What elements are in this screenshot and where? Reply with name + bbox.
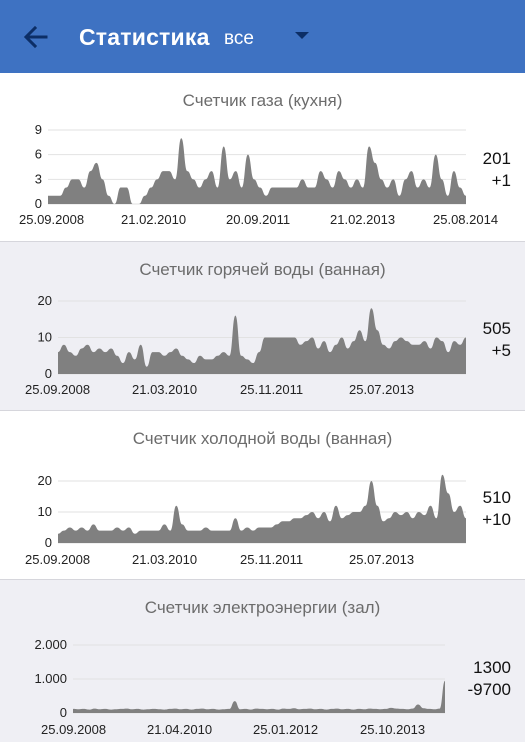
x-tick-label: 25.01.2012	[253, 722, 318, 737]
area-series	[58, 308, 466, 374]
x-tick-label: 25.07.2013	[349, 382, 414, 397]
y-tick-label: 0	[45, 366, 52, 381]
x-tick-label: 25.09.2008	[19, 212, 84, 227]
meter-title: Счетчик горячей воды (ванная)	[139, 260, 386, 279]
y-tick-label: 20	[38, 473, 52, 488]
x-tick-label: 21.02.2013	[330, 212, 395, 227]
area-series	[73, 680, 445, 713]
x-tick-label: 25.07.2013	[349, 552, 414, 567]
arrow-back-icon	[23, 25, 48, 49]
back-button[interactable]	[22, 23, 50, 51]
x-tick-label: 25.09.2008	[25, 552, 90, 567]
x-tick-label: 21.03.2010	[132, 552, 197, 567]
meter-card-gas[interactable]: Счетчик газа (кухня) 0 3 6 9 25.09.2008 21.02…	[0, 73, 525, 242]
meter-title: Счетчик газа (кухня)	[182, 91, 343, 110]
meter-chart: 0 1.000 2.000 25.09.2008 21.04.2010 25.01.201…	[34, 637, 445, 737]
meter-card-electricity[interactable]: Счетчик электроэнергии (зал) 0 1.000 2.000…	[0, 580, 525, 742]
meter-total: 510	[482, 488, 511, 507]
meter-title: Счетчик электроэнергии (зал)	[144, 598, 381, 617]
y-tick-label: 6	[35, 147, 42, 162]
area-series	[48, 138, 466, 204]
meter-chart: 0 10 20 25.09.2008 21.03.2010 25.11.2011 25.07…	[25, 293, 466, 397]
y-tick-label: 20	[38, 293, 52, 308]
dropdown-arrow-icon	[295, 32, 309, 39]
meter-chart: 0 10 20 25.09.2008 21.03.2010 25.11.2011 25.07…	[25, 473, 466, 567]
y-tick-label: 0	[45, 535, 52, 550]
meter-total: 201	[482, 149, 511, 168]
y-tick-label: 10	[38, 330, 52, 345]
y-tick-label: 1.000	[34, 671, 67, 686]
y-tick-label: 3	[35, 171, 42, 186]
x-tick-label: 25.11.2011	[240, 552, 303, 567]
y-tick-label: 0	[60, 705, 67, 720]
x-tick-label: 21.02.2010	[121, 212, 186, 227]
card-divider	[0, 579, 525, 580]
x-tick-label: 20.09.2011	[226, 212, 290, 227]
meter-delta: +10	[482, 510, 511, 529]
y-tick-label: 9	[35, 122, 42, 137]
x-tick-label: 21.03.2010	[132, 382, 197, 397]
meter-total: 1300	[473, 658, 511, 677]
meter-card-hot-water[interactable]: Счетчик горячей воды (ванная) 0 10 20 25.09…	[0, 242, 525, 411]
meter-card-cold-water[interactable]: Счетчик холодной воды (ванная) 0 10 20 25.0…	[0, 411, 525, 580]
meter-chart: 0 3 6 9 25.09.2008 21.02.2010 20.09.2011 21.02.…	[19, 122, 498, 227]
meter-delta: +5	[491, 341, 511, 360]
x-tick-label: 21.04.2010	[147, 722, 212, 737]
y-tick-label: 2.000	[34, 637, 67, 652]
meter-title: Счетчик холодной воды (ванная)	[132, 429, 393, 448]
meter-total: 505	[482, 319, 511, 338]
card-divider	[0, 410, 525, 411]
card-divider	[0, 241, 525, 242]
y-tick-label: 0	[35, 196, 42, 211]
page-title: Статистика	[79, 24, 210, 50]
filter-selected-value: все	[224, 28, 254, 49]
app-bar: Статистика все	[0, 0, 525, 73]
x-tick-label: 25.10.2013	[360, 722, 425, 737]
area-series	[58, 474, 466, 543]
x-tick-label: 25.09.2008	[25, 382, 90, 397]
meter-delta: +1	[491, 171, 511, 190]
filter-dropdown[interactable]: все	[218, 22, 318, 54]
x-tick-label: 25.08.2014	[433, 212, 498, 227]
x-tick-label: 25.11.2011	[240, 382, 303, 397]
x-tick-label: 25.09.2008	[41, 722, 106, 737]
y-tick-label: 10	[38, 504, 52, 519]
meter-delta: -9700	[467, 680, 511, 699]
